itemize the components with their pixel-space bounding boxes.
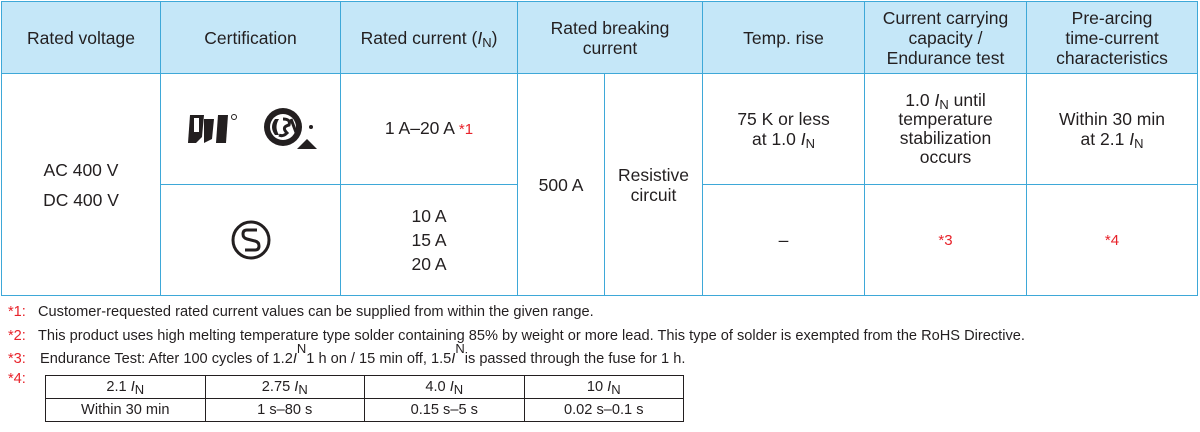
time-cell: 1 s–80 s bbox=[204, 398, 365, 422]
table-row: 10 A 15 A 20 A – *3 *4 bbox=[2, 184, 1199, 296]
rated-voltage-cell: AC 400 V DC 400 V bbox=[1, 73, 161, 296]
multiplier-cell: 2.75 IN bbox=[204, 375, 365, 399]
footnote-4: *4: bbox=[8, 371, 26, 387]
prearcing-note-cell: *4 bbox=[1026, 184, 1199, 296]
header-rated-current: Rated current (IN) bbox=[340, 1, 518, 74]
table-row: 2.1 IN 2.75 IN 4.0 IN 10 IN bbox=[45, 375, 684, 399]
breaking-current-value-cell: 500 A bbox=[517, 73, 605, 296]
endurance-cell: 1.0 IN until temperature stabilization o… bbox=[864, 73, 1028, 185]
table-row: Within 30 min 1 s–80 s 0.15 s–5 s 0.02 s… bbox=[45, 398, 684, 422]
ul-recognized-mark-icon bbox=[188, 114, 238, 143]
rated-current-range-cell: 1 A–20 A *1 bbox=[340, 73, 518, 185]
multiplier-cell: 4.0 IN bbox=[364, 375, 525, 399]
prearcing-cell: Within 30 min at 2.1 IN bbox=[1026, 73, 1199, 185]
csa-certification-mark-icon bbox=[263, 108, 317, 149]
header-rated-voltage: Rated voltage bbox=[1, 1, 161, 74]
rated-current-list-cell: 10 A 15 A 20 A bbox=[340, 184, 518, 296]
endurance-note-cell: *3 bbox=[864, 184, 1028, 296]
time-cell: 0.15 s–5 s bbox=[364, 398, 525, 422]
temp-rise-cell: 75 K or less at 1.0 IN bbox=[702, 73, 866, 185]
header-row: Rated voltage Certification Rated curren… bbox=[1, 1, 1199, 74]
multiplier-cell: 10 IN bbox=[523, 375, 684, 399]
multiplier-cell: 2.1 IN bbox=[45, 375, 206, 399]
temp-rise-dash-cell: – bbox=[702, 184, 866, 296]
time-cell: 0.02 s–0.1 s bbox=[523, 398, 684, 422]
spec-table: Rated voltage Certification Rated curren… bbox=[1, 1, 1199, 296]
header-prearcing: Pre-arcing time-current characteristics bbox=[1026, 1, 1199, 74]
certification-cell-ul-csa bbox=[160, 73, 341, 185]
header-certification: Certification bbox=[160, 1, 341, 74]
jet-s-mark-icon bbox=[231, 220, 270, 260]
header-endurance: Current carrying capacity / Endurance test bbox=[864, 1, 1028, 74]
header-rated-breaking-current: Rated breaking current bbox=[516, 1, 704, 74]
footnote-1: *1: Customer-requested rated current valu… bbox=[8, 304, 594, 320]
footnotes: *1: Customer-requested rated current valu… bbox=[8, 302, 1198, 389]
certification-cell-s-mark bbox=[160, 184, 341, 296]
footnote-2: *2: This product uses high melting temper… bbox=[8, 328, 1025, 344]
breaking-type-cell: Resistive circuit bbox=[603, 73, 704, 296]
table-row: AC 400 V DC 400 V 1 A–20 A *1 bbox=[1, 73, 1199, 296]
header-temp-rise: Temp. rise bbox=[702, 1, 866, 74]
time-cell: Within 30 min bbox=[45, 398, 206, 422]
footnote-3: *3: Endurance Test: After 100 cycles of 1… bbox=[8, 341, 686, 367]
prearcing-time-table: 2.1 IN 2.75 IN 4.0 IN 10 IN Within 30 mi… bbox=[45, 375, 684, 422]
